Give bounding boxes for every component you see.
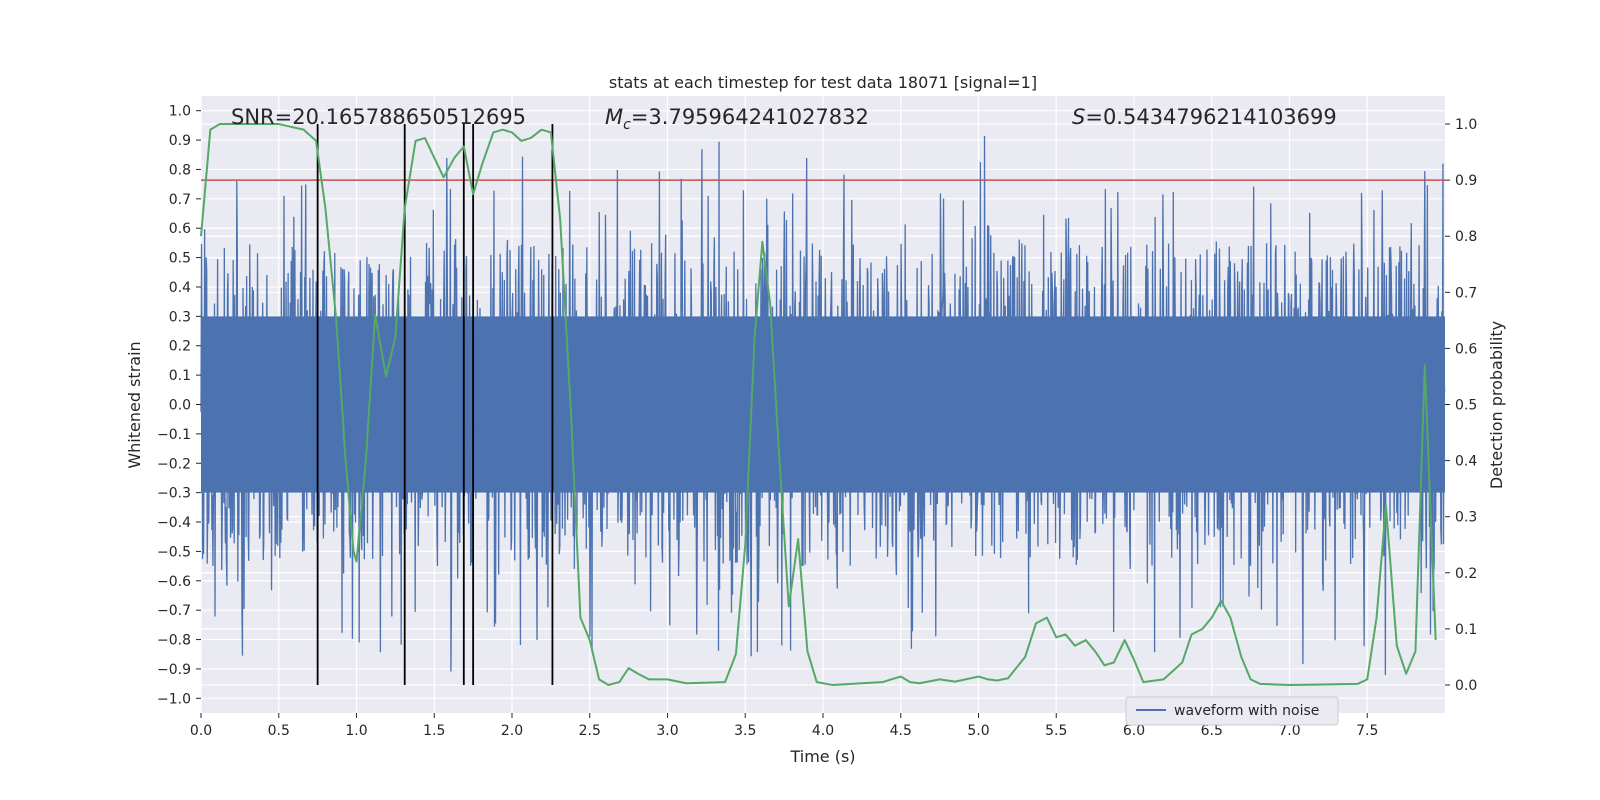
y-left-tick-label: 0.4 [169,280,191,296]
x-tick-label: 7.5 [1356,723,1378,739]
y-right-tick-label: 0.5 [1455,398,1477,414]
x-tick-label: 3.5 [734,723,756,739]
x-axis-label: Time (s) [789,747,855,766]
y-left-tick-label: −0.4 [157,515,191,531]
y-left-tick-label: −0.1 [157,427,191,443]
y-left-tick-label: 0.3 [169,309,191,325]
y-left-tick-label: 1.0 [169,104,191,120]
x-tick-label: 5.0 [967,723,989,739]
y-right-tick-label: 0.7 [1455,285,1477,301]
y-right-tick-label: 0.9 [1455,173,1477,189]
y-left-tick-label: −0.3 [157,486,191,502]
y-right-tick-label: 0.1 [1455,622,1477,638]
legend-label-waveform: waveform with noise [1174,703,1319,719]
y-left-tick-label: 0.6 [169,221,191,237]
y-right-tick-label: 0.2 [1455,566,1477,582]
y-axis-left-label: Whitened strain [125,341,144,468]
y-right-tick-label: 0.6 [1455,341,1477,357]
y-right-tick-label: 1.0 [1455,117,1477,133]
y-left-tick-label: −0.7 [157,603,191,619]
x-tick-label: 1.0 [345,723,367,739]
y-axis-right-label: Detection probability [1487,321,1506,489]
y-left-tick-label: 0.1 [169,368,191,384]
overlay-lines [200,123,1445,686]
y-left-tick-label: 0.2 [169,339,191,355]
waveform-series [200,135,1446,676]
axes: 0.0 0.5 1.0 1.5 2.0 2.5 3.0 3.5 4.0 4.5 5.0 5.5 6.0 6… [157,104,1477,739]
y-left-tick-label: 0.9 [169,133,191,149]
y-left-tick-label: 0.5 [169,251,191,267]
y-left-tick-label: −0.8 [157,633,191,649]
x-tick-label: 4.5 [890,723,912,739]
chirp-mass-value: =3.795964241027832 [631,105,869,129]
x-tick-label: 6.5 [1201,723,1223,739]
y-right-tick-label: 0.3 [1455,510,1477,526]
x-tick-label: 3.0 [656,723,678,739]
x-tick-label: 1.5 [423,723,445,739]
y-left-tick-label: −0.2 [157,456,191,472]
x-tick-label: 0.5 [268,723,290,739]
waveform-line [200,135,1446,676]
chirp-mass-annotation: Mc=3.795964241027832 [605,105,869,133]
y-left-tick-label: −0.5 [157,544,191,560]
chirp-mass-symbol: M [605,105,623,129]
x-tick-label: 5.5 [1045,723,1067,739]
snr-annotation: SNR=20.165788650512695 [231,105,526,129]
x-tick-label: 2.5 [579,723,601,739]
x-tick-label: 2.0 [501,723,523,739]
detection-probability-line [200,123,1437,686]
legend-box [1125,696,1339,726]
chart-title: stats at each timestep for test data 180… [609,73,1037,92]
x-tick-label: 7.0 [1278,723,1300,739]
x-tick-label: 6.0 [1123,723,1145,739]
x-tick-label: 4.0 [812,723,834,739]
legend: waveform with noise [1125,696,1339,726]
y-right-tick-label: 0.8 [1455,229,1477,245]
y-right-tick-label: 0.0 [1455,678,1477,694]
y-left-tick-label: −0.9 [157,662,191,678]
s-symbol: S [1072,105,1085,129]
y-left-tick-label: −1.0 [157,691,191,707]
y-left-tick-label: 0.7 [169,192,191,208]
x-tick-label: 0.0 [190,723,212,739]
y-left-tick-label: −0.6 [157,574,191,590]
y-right-tick-label: 0.4 [1455,454,1477,470]
s-value: =0.5434796214103699 [1085,105,1336,129]
chirp-mass-subscript: c [623,117,631,133]
y-left-tick-label: 0.8 [169,162,191,178]
y-left-tick-label: 0.0 [169,398,191,414]
s-annotation: S=0.5434796214103699 [1072,105,1337,129]
